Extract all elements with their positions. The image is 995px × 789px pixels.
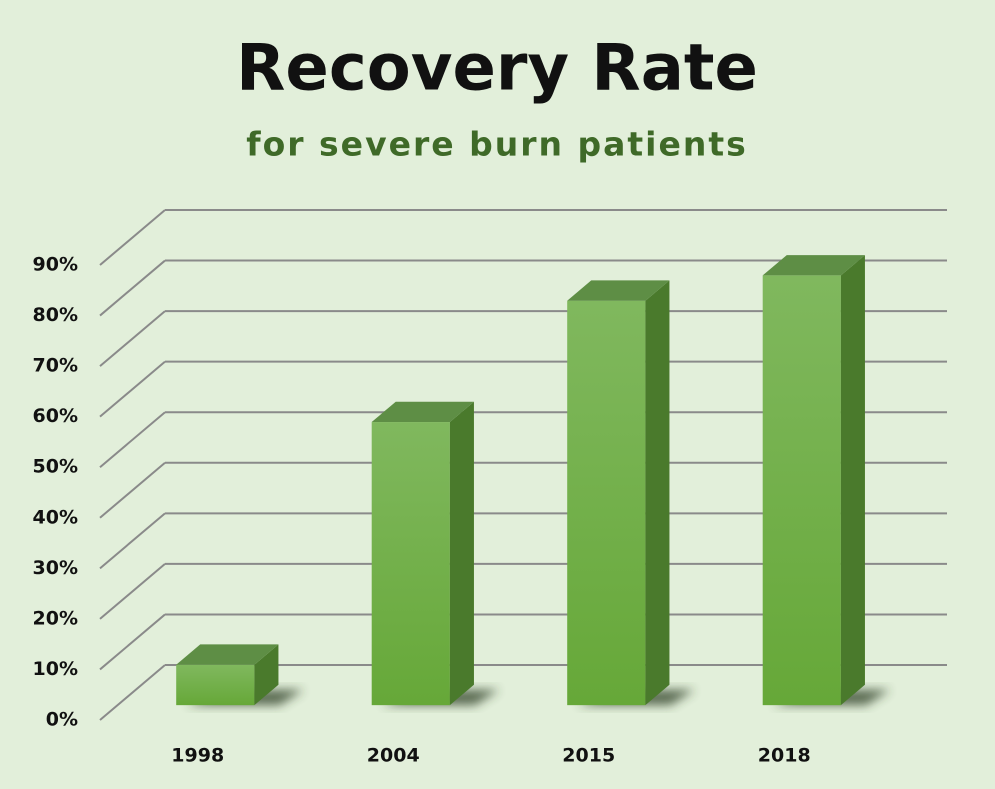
- y-tick-label: 30%: [33, 557, 78, 579]
- y-tick-label: 80%: [33, 304, 78, 326]
- y-tick-label: 90%: [33, 254, 78, 276]
- bar-top: [762, 255, 865, 276]
- bar-side: [840, 255, 865, 706]
- y-tick-label: 20%: [33, 607, 78, 629]
- grid-line: [99, 259, 166, 317]
- bar-side: [645, 280, 670, 706]
- bar: [371, 422, 450, 706]
- grid-line: [99, 310, 166, 367]
- bar-side: [254, 644, 279, 706]
- chart-title: Recovery Rate: [236, 32, 758, 106]
- chart-subtitle: for severe burn patients: [246, 125, 748, 164]
- bar: [567, 300, 646, 706]
- grid-line: [99, 512, 166, 570]
- x-tick-label: 2004: [367, 745, 420, 767]
- grid-line: [99, 664, 166, 721]
- y-tick-label: 60%: [33, 405, 78, 427]
- bar-top: [567, 280, 670, 301]
- grid-line: [99, 411, 166, 468]
- grid-line: [99, 360, 166, 418]
- y-tick-label: 0%: [46, 709, 78, 731]
- x-tick-label: 2018: [758, 745, 811, 767]
- grid-line: [99, 209, 166, 266]
- x-tick-label: 2015: [562, 745, 615, 767]
- y-tick-label: 70%: [33, 355, 78, 377]
- grid-line: [99, 613, 166, 671]
- bar-top: [176, 644, 279, 665]
- y-tick-label: 40%: [33, 506, 78, 528]
- bar: [762, 275, 841, 706]
- grid-line: [99, 563, 166, 620]
- y-tick-label: 10%: [33, 658, 78, 680]
- y-tick-label: 50%: [33, 456, 78, 478]
- x-tick-label: 1998: [171, 745, 224, 767]
- bar-top: [371, 401, 474, 423]
- bar: [176, 664, 255, 706]
- grid-line: [99, 462, 166, 519]
- bar-side: [449, 401, 474, 706]
